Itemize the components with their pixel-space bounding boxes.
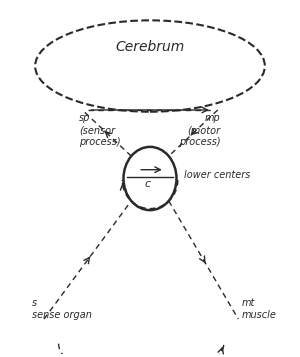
- Text: s
sense organ: s sense organ: [32, 298, 92, 320]
- Text: mp
(motor
process): mp (motor process): [179, 114, 221, 147]
- Text: mt
muscle: mt muscle: [241, 298, 276, 320]
- Text: sp
(sensor
process): sp (sensor process): [79, 114, 121, 147]
- Text: Cerebrum: Cerebrum: [116, 40, 184, 54]
- Text: lower centers: lower centers: [184, 170, 250, 180]
- Text: c: c: [144, 179, 150, 189]
